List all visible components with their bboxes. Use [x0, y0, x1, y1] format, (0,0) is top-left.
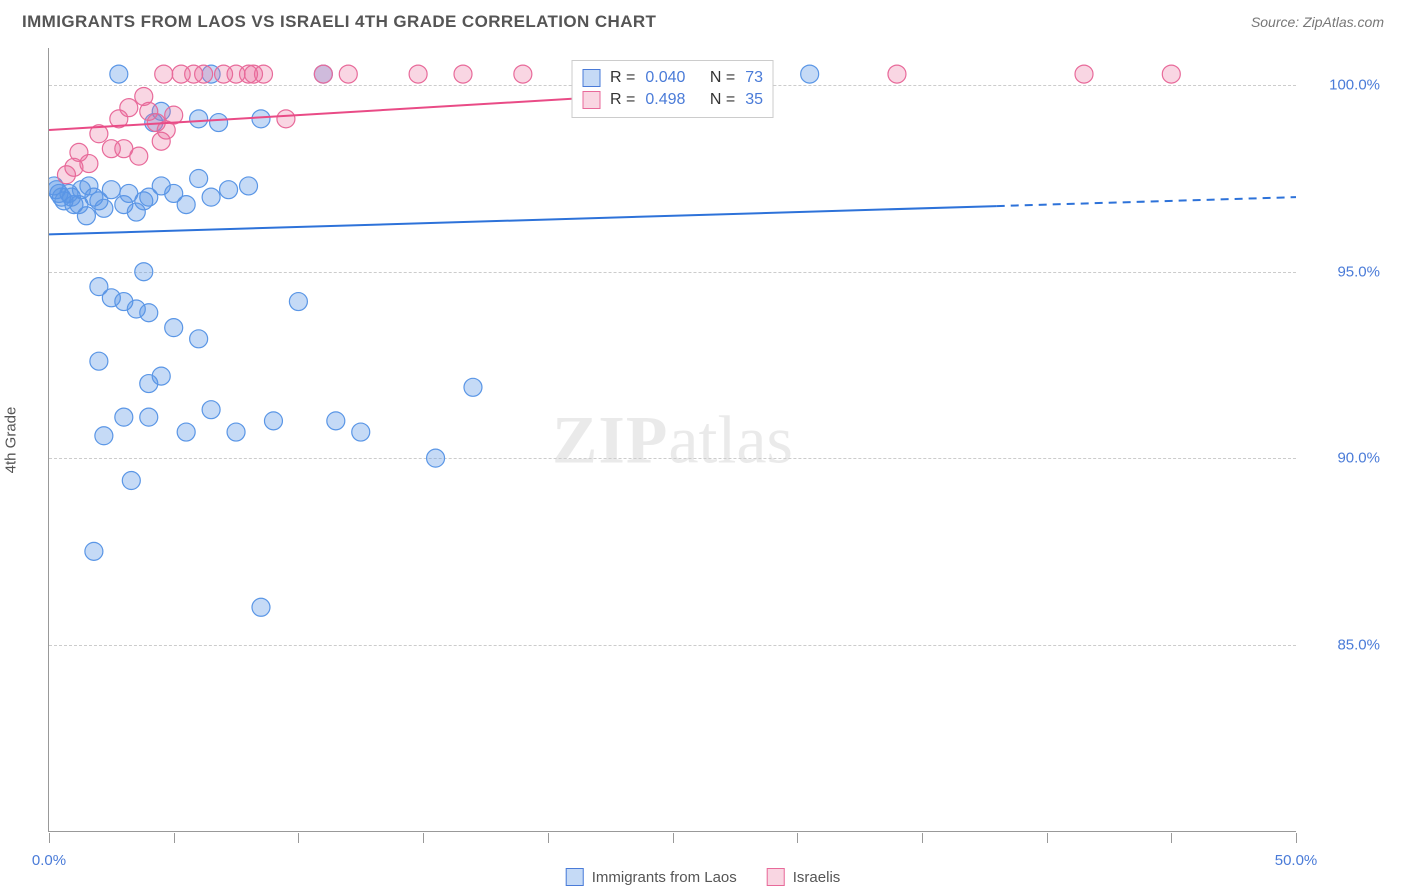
- scatter-point-israelis: [888, 65, 906, 83]
- scatter-point-israelis: [120, 99, 138, 117]
- scatter-point-laos: [110, 65, 128, 83]
- scatter-point-israelis: [1075, 65, 1093, 83]
- plot-svg: [49, 48, 1296, 831]
- stat-r-label: R =: [610, 69, 635, 87]
- scatter-point-laos: [202, 188, 220, 206]
- scatter-point-israelis: [195, 65, 213, 83]
- y-tick-label: 95.0%: [1306, 263, 1380, 280]
- chart-source: Source: ZipAtlas.com: [1251, 14, 1384, 30]
- legend-label: Israelis: [793, 869, 841, 886]
- correlation-stat-box: R = 0.040 N = 73 R = 0.498 N = 35: [571, 60, 774, 118]
- scatter-point-laos: [102, 181, 120, 199]
- scatter-point-laos: [90, 352, 108, 370]
- scatter-point-israelis: [1162, 65, 1180, 83]
- scatter-point-laos: [240, 177, 258, 195]
- scatter-point-laos: [140, 408, 158, 426]
- stat-r-value: 0.040: [645, 69, 685, 87]
- x-tick: [1171, 833, 1172, 843]
- scatter-point-laos: [135, 263, 153, 281]
- scatter-point-israelis: [454, 65, 472, 83]
- scatter-point-israelis: [155, 65, 173, 83]
- scatter-point-laos: [115, 408, 133, 426]
- chart-header: IMMIGRANTS FROM LAOS VS ISRAELI 4TH GRAD…: [0, 0, 1406, 38]
- stat-n-label: N =: [710, 69, 735, 87]
- scatter-point-laos: [264, 412, 282, 430]
- chart-plot-area: ZIPatlas 85.0%90.0%95.0%100.0% 0.0%50.0%…: [48, 48, 1296, 832]
- stat-row-laos: R = 0.040 N = 73: [582, 67, 763, 89]
- x-tick: [49, 833, 50, 843]
- x-tick-label: 0.0%: [32, 852, 66, 869]
- x-tick: [1296, 833, 1297, 843]
- x-tick: [797, 833, 798, 843]
- scatter-point-laos: [177, 196, 195, 214]
- x-tick: [423, 833, 424, 843]
- x-tick: [1047, 833, 1048, 843]
- scatter-point-laos: [140, 304, 158, 322]
- y-tick-label: 90.0%: [1306, 450, 1380, 467]
- x-tick: [298, 833, 299, 843]
- scatter-point-laos: [227, 423, 245, 441]
- scatter-point-laos: [190, 170, 208, 188]
- bottom-legend: Immigrants from Laos Israelis: [566, 868, 841, 886]
- x-tick: [548, 833, 549, 843]
- stat-n-value: 35: [745, 91, 763, 109]
- legend-label: Immigrants from Laos: [592, 869, 737, 886]
- swatch-blue-icon: [582, 69, 600, 87]
- scatter-point-laos: [327, 412, 345, 430]
- scatter-point-laos: [220, 181, 238, 199]
- scatter-point-israelis: [514, 65, 532, 83]
- scatter-point-laos: [152, 367, 170, 385]
- scatter-point-laos: [177, 423, 195, 441]
- scatter-point-laos: [252, 598, 270, 616]
- scatter-point-laos: [210, 114, 228, 132]
- x-tick: [673, 833, 674, 843]
- x-tick: [174, 833, 175, 843]
- scatter-point-israelis: [130, 147, 148, 165]
- scatter-point-israelis: [409, 65, 427, 83]
- scatter-point-laos: [252, 110, 270, 128]
- scatter-point-israelis: [314, 65, 332, 83]
- scatter-point-laos: [801, 65, 819, 83]
- stat-r-value: 0.498: [645, 91, 685, 109]
- x-tick-label: 50.0%: [1275, 852, 1318, 869]
- legend-item-laos: Immigrants from Laos: [566, 868, 737, 886]
- scatter-point-laos: [464, 378, 482, 396]
- swatch-pink-icon: [582, 91, 600, 109]
- scatter-point-laos: [202, 401, 220, 419]
- y-tick-label: 85.0%: [1306, 636, 1380, 653]
- y-axis-label: 4th Grade: [3, 406, 20, 473]
- scatter-point-laos: [77, 207, 95, 225]
- stat-n-value: 73: [745, 69, 763, 87]
- scatter-point-laos: [190, 330, 208, 348]
- chart-title: IMMIGRANTS FROM LAOS VS ISRAELI 4TH GRAD…: [22, 12, 656, 32]
- scatter-point-israelis: [339, 65, 357, 83]
- scatter-point-laos: [122, 472, 140, 490]
- stat-row-israelis: R = 0.498 N = 35: [582, 89, 763, 111]
- swatch-blue-icon: [566, 868, 584, 886]
- stat-n-label: N =: [710, 91, 735, 109]
- x-tick: [922, 833, 923, 843]
- scatter-point-laos: [427, 449, 445, 467]
- scatter-point-laos: [95, 199, 113, 217]
- scatter-point-israelis: [80, 155, 98, 173]
- scatter-point-laos: [95, 427, 113, 445]
- scatter-point-laos: [165, 319, 183, 337]
- trend-line-dashed: [997, 197, 1296, 206]
- scatter-point-laos: [352, 423, 370, 441]
- y-tick-label: 100.0%: [1306, 77, 1380, 94]
- scatter-point-laos: [289, 293, 307, 311]
- legend-item-israelis: Israelis: [767, 868, 841, 886]
- scatter-point-israelis: [254, 65, 272, 83]
- scatter-point-laos: [190, 110, 208, 128]
- scatter-point-israelis: [277, 110, 295, 128]
- swatch-pink-icon: [767, 868, 785, 886]
- stat-r-label: R =: [610, 91, 635, 109]
- scatter-point-laos: [85, 542, 103, 560]
